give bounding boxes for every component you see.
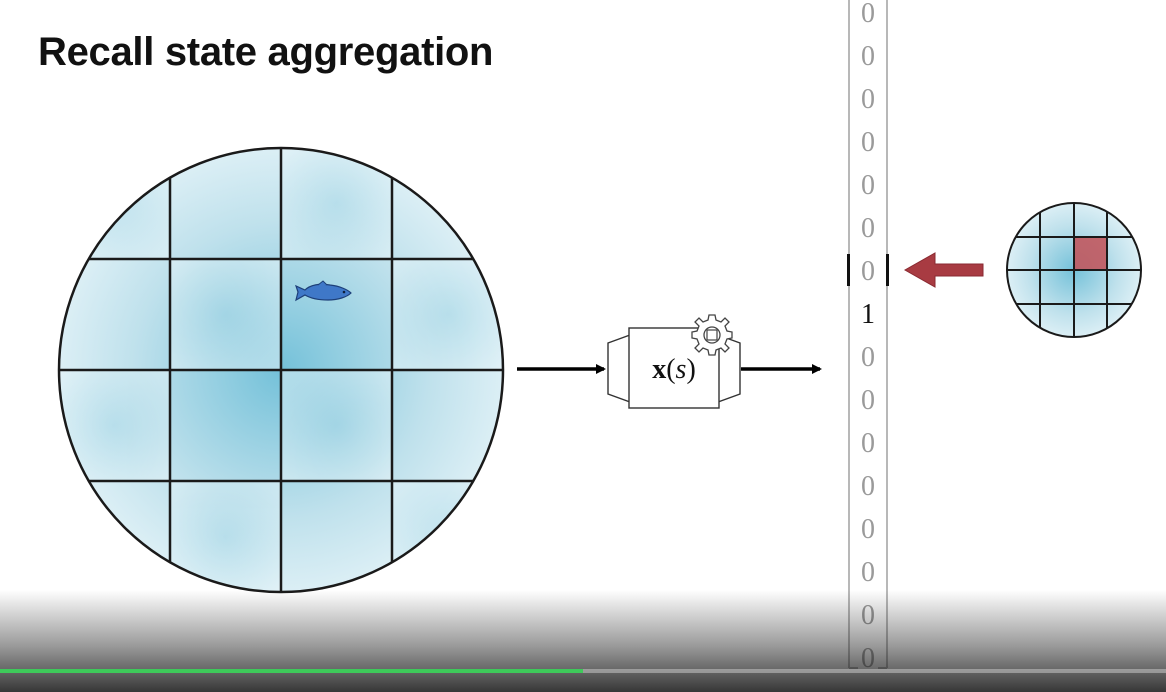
progress-bar[interactable] (0, 669, 1166, 673)
svg-text:x(s): x(s) (652, 354, 696, 385)
feature-vector-entry: 0 (861, 557, 875, 588)
feature-vector-entry: 0 (861, 170, 875, 201)
feature-label-s: s (676, 354, 687, 385)
feature-vector-entry: 0 (861, 127, 875, 158)
feature-vector-entry: 0 (861, 471, 875, 502)
gear-icon (691, 314, 733, 356)
feature-label-x: x (652, 354, 666, 385)
feature-vector-entry: 0 (861, 514, 875, 545)
feature-vector-entry: 0 (861, 41, 875, 72)
feature-vector-entry: 0 (861, 428, 875, 459)
slide-title: Recall state aggregation (38, 30, 494, 74)
feature-vector-entry: 0 (861, 84, 875, 115)
progress-bar-fill (0, 669, 583, 673)
feature-vector-active-entry: 1 (861, 299, 875, 330)
state-space-circle (57, 146, 505, 594)
red-pointer-arrow (903, 252, 984, 288)
active-entry-left-bracket (847, 254, 850, 286)
feature-vector-entry: 0 (861, 213, 875, 244)
feature-vector-entry: 0 (861, 600, 875, 631)
fish-icon (295, 280, 352, 302)
small-state-space-circle (1006, 202, 1142, 338)
feature-function-box: x(s) (607, 327, 741, 409)
feature-vector-entry: 0 (861, 385, 875, 416)
active-entry-right-bracket (886, 254, 889, 286)
feature-label-close-paren: ) (686, 354, 695, 385)
feature-label-open-paren: ( (666, 354, 675, 385)
feature-vector-entry: 0 (861, 256, 875, 287)
aggregation-grid-lines (59, 148, 503, 592)
feature-vector-entry: 0 (861, 0, 875, 29)
feature-vector-entry: 0 (861, 342, 875, 373)
active-cell (1074, 237, 1107, 270)
